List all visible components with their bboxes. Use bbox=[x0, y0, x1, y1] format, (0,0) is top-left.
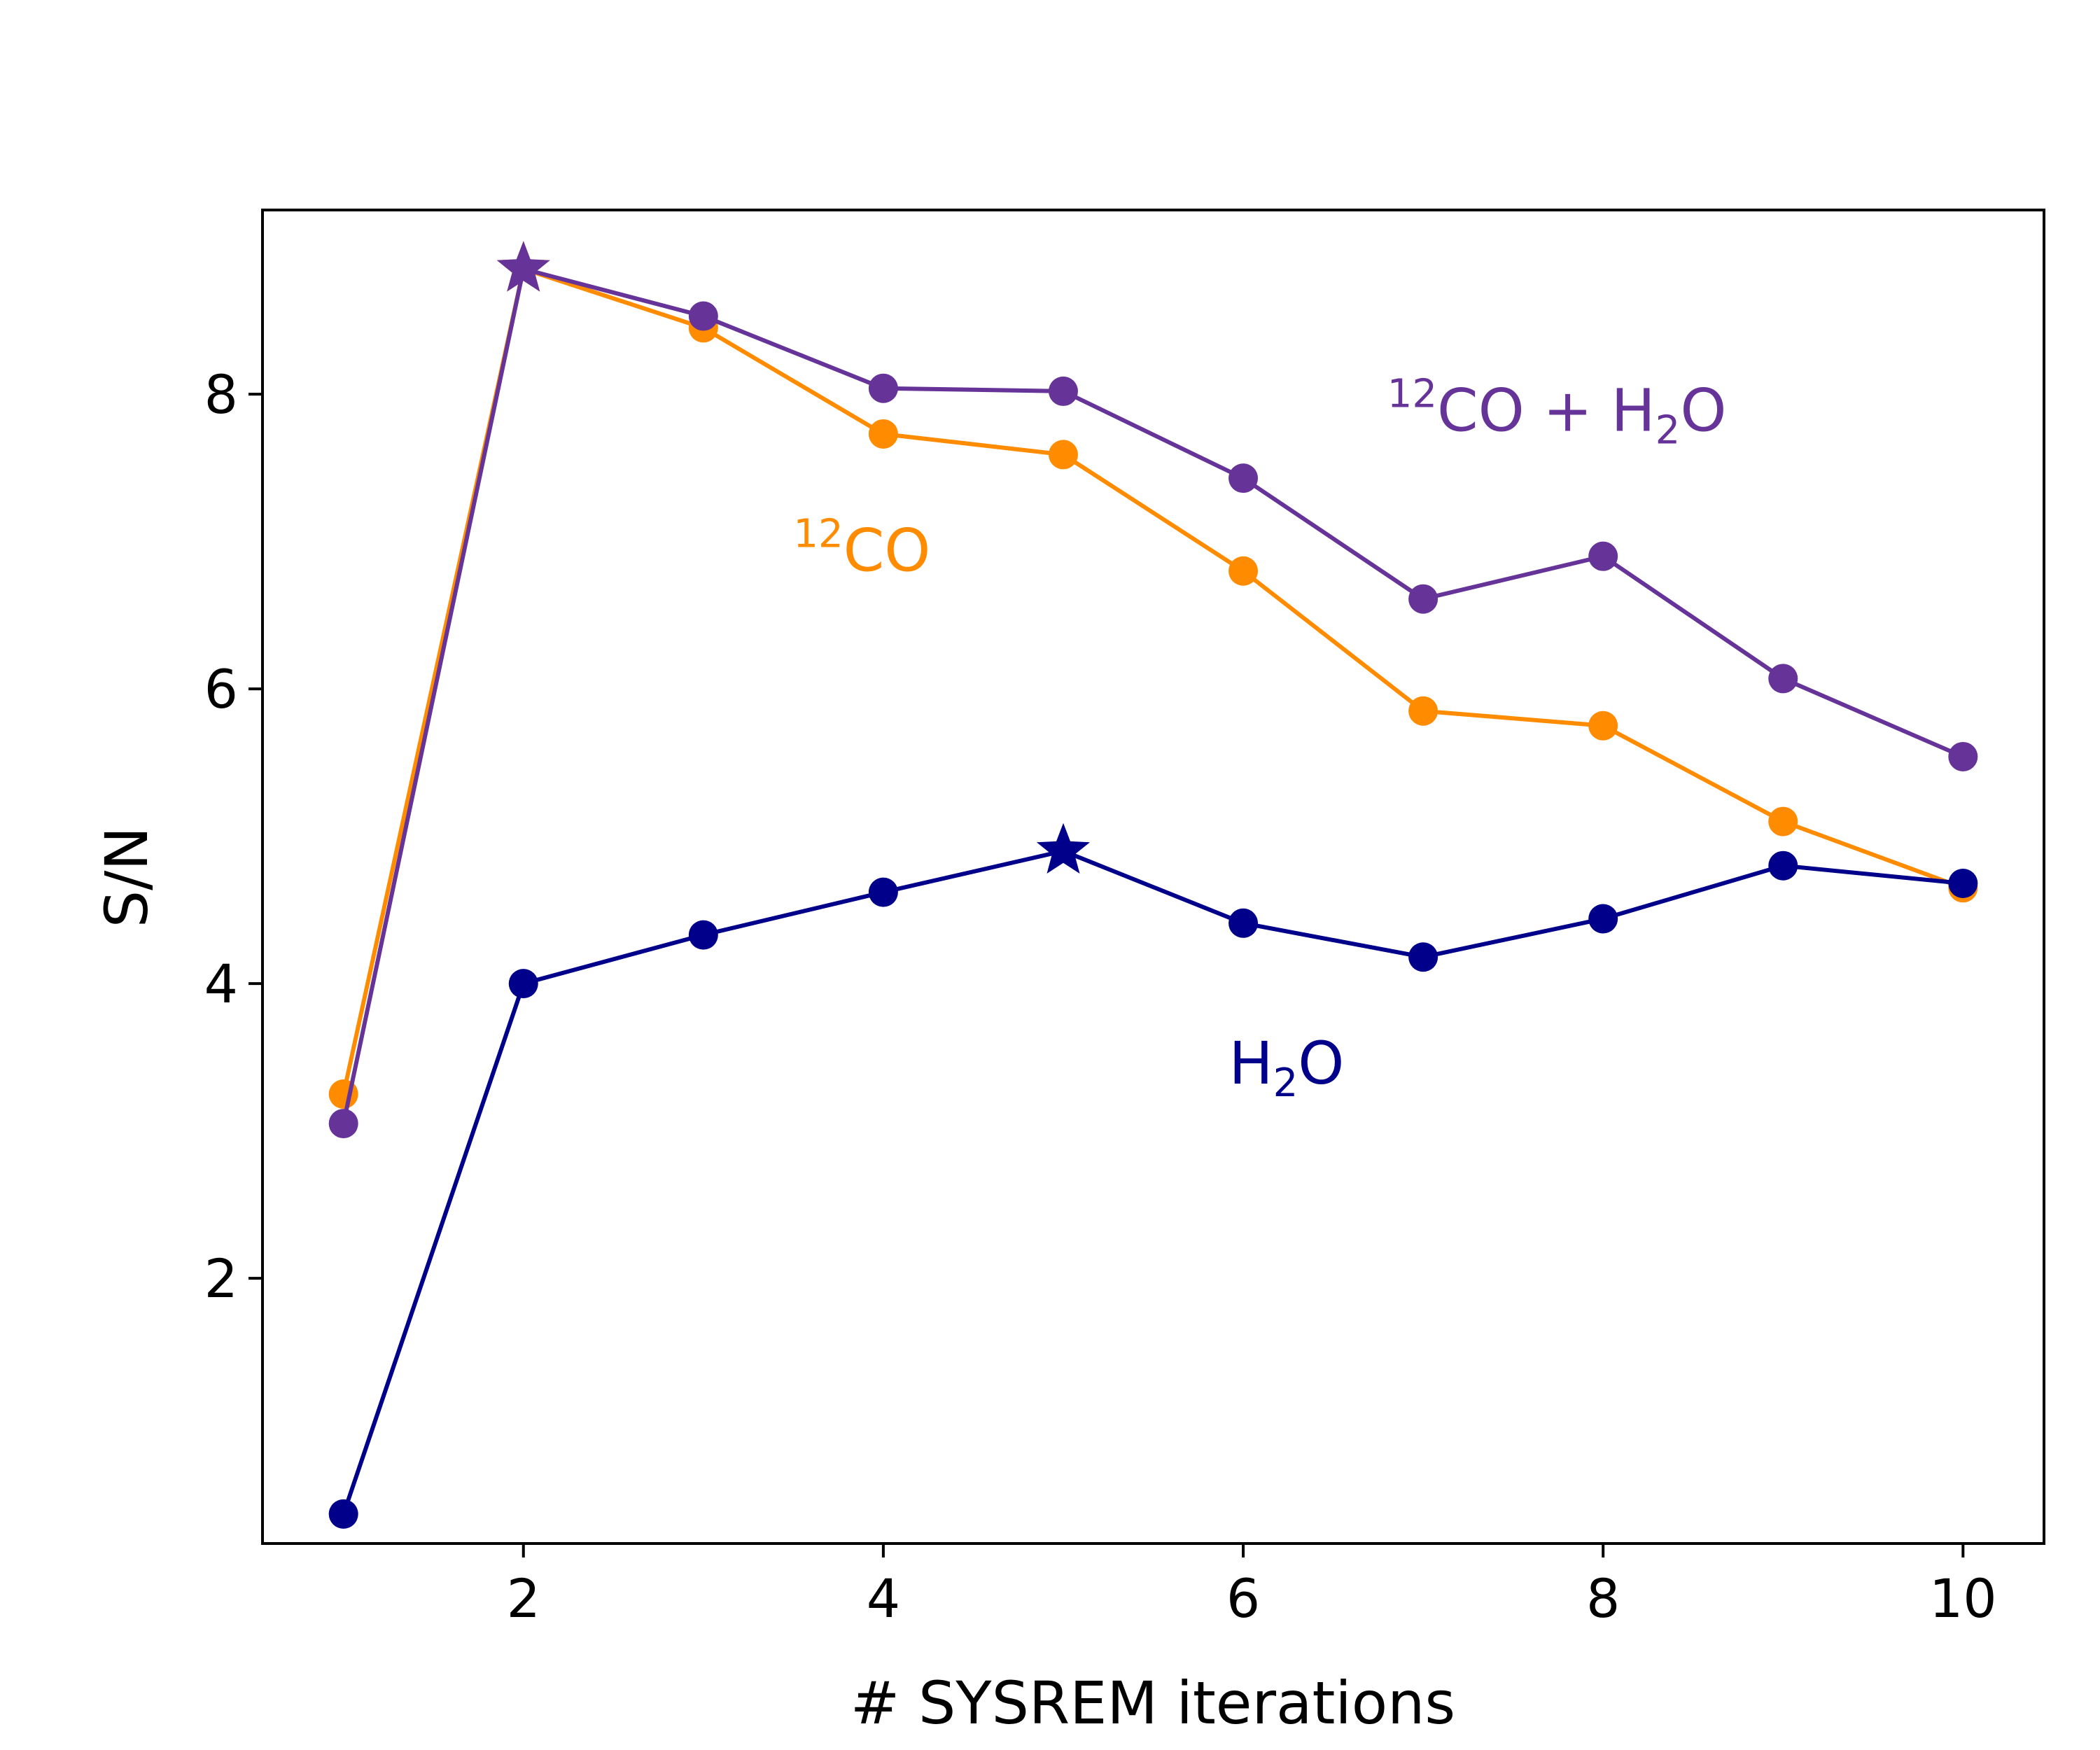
data-point bbox=[1408, 584, 1438, 614]
series-h2o bbox=[328, 822, 1978, 1529]
data-point bbox=[328, 1109, 358, 1139]
data-point bbox=[1048, 376, 1078, 406]
series-line-12co bbox=[341, 267, 1964, 1095]
data-point bbox=[1768, 664, 1798, 694]
data-point bbox=[1588, 541, 1618, 571]
data-point bbox=[1948, 741, 1978, 771]
series-label-12co-h2o: 12CO + H2O bbox=[1387, 372, 1727, 454]
series-label-h2o: H2O bbox=[1228, 1029, 1344, 1106]
data-point bbox=[1588, 904, 1618, 934]
best-point-star bbox=[496, 241, 550, 292]
x-tick-label: 10 bbox=[1929, 1567, 1997, 1630]
data-point bbox=[1588, 710, 1618, 741]
x-tick-label: 6 bbox=[1226, 1567, 1260, 1630]
series-layer bbox=[328, 241, 1978, 1529]
label-superscript: 12 bbox=[1387, 372, 1437, 417]
y-axis-label: S/N bbox=[92, 827, 161, 927]
data-point bbox=[1048, 440, 1078, 470]
label-tail: O bbox=[1298, 1029, 1344, 1098]
data-point bbox=[868, 877, 898, 907]
data-point bbox=[1768, 850, 1798, 881]
data-point bbox=[1408, 942, 1438, 972]
data-point bbox=[688, 920, 718, 950]
y-tick-label: 6 bbox=[204, 658, 238, 720]
series-12co bbox=[328, 241, 1978, 1109]
y-tick-label: 2 bbox=[204, 1247, 238, 1310]
data-point bbox=[688, 301, 718, 331]
x-tick-label: 2 bbox=[507, 1567, 540, 1630]
label-subscript: 2 bbox=[1273, 1060, 1298, 1106]
x-axis-ticks: 2 4 6 8 10 bbox=[507, 1544, 1997, 1630]
series-label-12co: 12CO bbox=[793, 512, 930, 585]
y-tick-label: 4 bbox=[204, 953, 238, 1015]
data-point bbox=[868, 373, 898, 403]
x-tick-label: 4 bbox=[867, 1567, 900, 1630]
plot-frame bbox=[261, 209, 2045, 1545]
series-12co-h2o bbox=[328, 241, 1978, 1139]
series-line-12co-h2o bbox=[341, 267, 1964, 1124]
label-main: CO bbox=[844, 517, 931, 585]
data-point bbox=[1228, 556, 1259, 586]
data-point bbox=[1228, 463, 1259, 493]
best-point-star bbox=[1036, 822, 1090, 874]
y-tick-label: 8 bbox=[204, 363, 238, 426]
x-axis-label: # SYSREM iterations bbox=[850, 1669, 1455, 1737]
data-point bbox=[1948, 868, 1978, 898]
y-axis-ticks: 2 4 6 8 bbox=[204, 363, 262, 1310]
data-point bbox=[1228, 908, 1259, 938]
label-subscript: 2 bbox=[1656, 408, 1681, 454]
label-main: CO + H bbox=[1437, 377, 1656, 445]
data-point bbox=[1768, 806, 1798, 836]
x-tick-label: 8 bbox=[1586, 1567, 1620, 1630]
data-point bbox=[1408, 696, 1438, 726]
label-main: H bbox=[1228, 1029, 1273, 1098]
data-point bbox=[328, 1499, 358, 1529]
label-tail: O bbox=[1680, 377, 1726, 445]
label-superscript: 12 bbox=[793, 512, 843, 557]
series-line-h2o bbox=[341, 848, 1963, 1515]
data-point bbox=[508, 969, 538, 999]
data-point bbox=[868, 419, 898, 449]
